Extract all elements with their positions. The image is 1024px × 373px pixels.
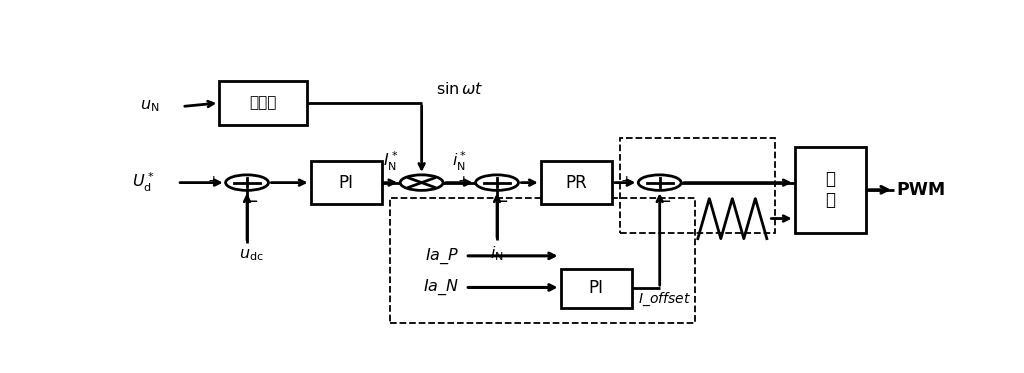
Text: −: − [494,193,509,211]
Bar [560,269,632,308]
Text: PR: PR [565,173,587,192]
Text: PI: PI [589,279,604,297]
Text: $U_\mathrm{d}^*$: $U_\mathrm{d}^*$ [132,171,155,194]
Bar [390,198,695,323]
Bar [620,138,775,233]
Text: +: + [621,174,632,188]
Text: $I\_offset$: $I\_offset$ [638,291,691,308]
Text: +: + [458,174,469,188]
Text: $u_\mathrm{dc}$: $u_\mathrm{dc}$ [239,247,263,263]
Text: $I_\mathrm{N}^*$: $I_\mathrm{N}^*$ [383,149,398,173]
Bar [310,161,382,204]
Text: $i_\mathrm{N}^*$: $i_\mathrm{N}^*$ [452,149,467,173]
Circle shape [638,175,681,190]
Text: −: − [244,193,259,211]
Text: $\sin\omega t$: $\sin\omega t$ [436,81,483,97]
Text: $i_\mathrm{N}$: $i_\mathrm{N}$ [490,244,504,263]
Text: 锁相环: 锁相环 [249,95,276,110]
Text: PI: PI [339,173,353,192]
Text: PWM: PWM [896,181,945,199]
Text: $u_\mathrm{N}$: $u_\mathrm{N}$ [140,99,160,115]
Bar [795,147,866,233]
Bar [541,161,612,204]
Text: +: + [208,174,219,188]
Text: $Ia\_N$: $Ia\_N$ [423,278,459,297]
Bar [219,81,306,125]
Circle shape [400,175,443,190]
Circle shape [475,175,518,190]
Text: 比
较: 比 较 [825,170,836,209]
Text: $Ia\_P$: $Ia\_P$ [425,246,459,266]
Circle shape [225,175,268,190]
Text: −: − [656,193,672,211]
